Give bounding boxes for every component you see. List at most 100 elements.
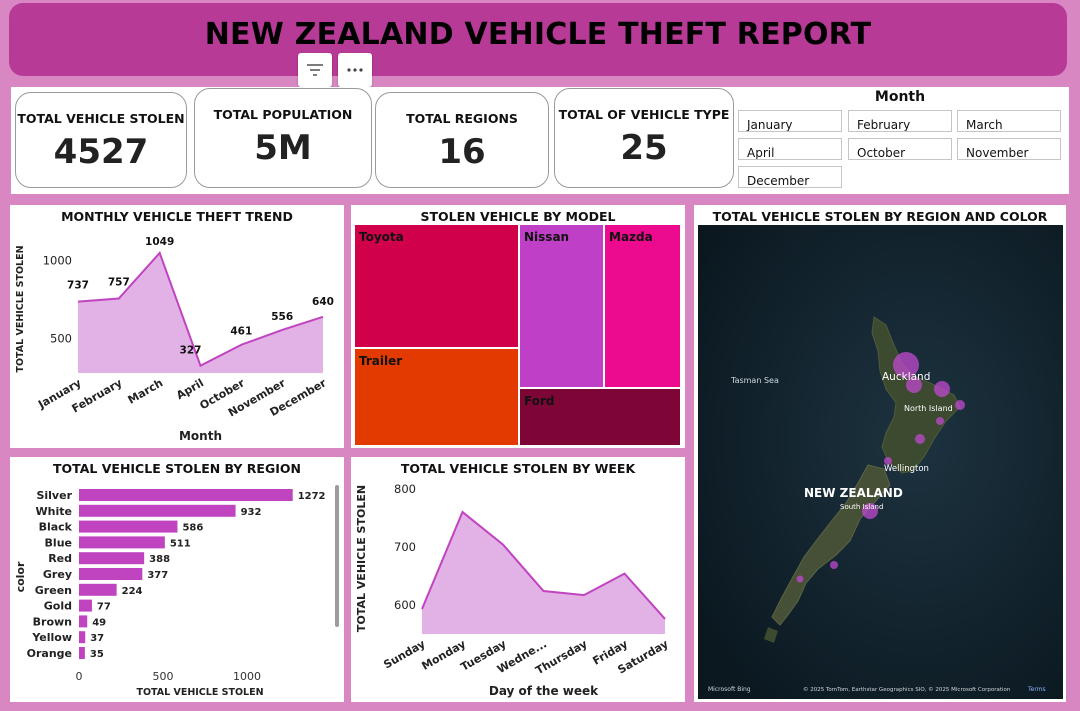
month-option-march[interactable]: March: [957, 110, 1061, 132]
map-terms-link: Terms: [1027, 686, 1046, 693]
kpi-label: TOTAL REGIONS: [406, 111, 518, 126]
bar: [79, 615, 88, 628]
bar: [79, 583, 117, 596]
bar: [79, 536, 165, 549]
bar-category-label: Red: [48, 552, 72, 565]
bar-category-label: Yellow: [31, 631, 72, 644]
region-bar-title: TOTAL VEHICLE STOLEN BY REGION: [53, 461, 301, 476]
bar: [79, 489, 293, 501]
bar-value-label: 49: [92, 617, 106, 628]
x-tick-label: Sunday: [381, 637, 427, 671]
map-bubble: [906, 377, 922, 393]
y-axis-title: TOTAL VEHICLE STOLEN: [15, 245, 26, 372]
treemap-cell-toyota[interactable]: Toyota: [355, 225, 518, 347]
month-slicer-title: Month: [874, 89, 926, 105]
kpi-label: TOTAL VEHICLE STOLEN: [17, 111, 185, 126]
bar: [79, 552, 145, 565]
x-tick-label: 0: [76, 670, 83, 683]
area-fill: [78, 252, 323, 373]
map-bubble: [936, 417, 944, 425]
y-tick-label: 500: [50, 332, 72, 346]
map-bubble: [830, 561, 838, 569]
more-options-icon: [347, 68, 363, 72]
bar: [79, 599, 92, 612]
treemap-cell-trailer[interactable]: Trailer: [355, 349, 518, 445]
bar: [79, 631, 86, 644]
map-bubble: [915, 434, 925, 444]
map-attribution: © 2025 TomTom, Earthstar Geographics SIO…: [803, 686, 1011, 693]
model-treemap-panel: STOLEN VEHICLE BY MODEL Toyota Trailer N…: [351, 205, 685, 448]
bar-category-label: Silver: [36, 489, 72, 502]
bar-category-label: Grey: [43, 568, 72, 581]
bar-value-label: 932: [241, 507, 262, 518]
kpi-label: TOTAL OF VEHICLE TYPE: [558, 107, 730, 122]
x-axis-title: Day of the week: [489, 684, 599, 698]
month-option-december[interactable]: December: [738, 166, 842, 188]
treemap-cell-nissan[interactable]: Nissan: [520, 225, 603, 387]
kpi-value: 16: [438, 132, 486, 172]
data-label: 1049: [145, 236, 174, 248]
kpi-value: 25: [620, 128, 668, 168]
map-bubble: [955, 400, 965, 410]
bar-value-label: 35: [90, 649, 104, 660]
bar-category-label: Gold: [44, 600, 72, 613]
data-label: 640: [312, 296, 334, 308]
bar-category-label: Orange: [27, 647, 72, 660]
data-label: 737: [67, 280, 89, 292]
month-option-april[interactable]: April: [738, 138, 842, 160]
kpi-card-total-population: TOTAL POPULATION 5M: [194, 88, 372, 188]
x-tick-label: 1000: [233, 670, 261, 683]
sea-background: [698, 225, 1063, 699]
kpi-value: 5M: [254, 128, 312, 168]
kpi-card-total-vehicle-stolen: TOTAL VEHICLE STOLEN 4527: [15, 92, 187, 188]
bar-category-label: Black: [39, 521, 73, 534]
map-label-wellington: Wellington: [884, 464, 929, 474]
map-label-north-island: North Island: [904, 404, 953, 413]
y-tick-label: 1000: [43, 254, 72, 268]
bar-value-label: 37: [90, 633, 104, 644]
bar-category-label: White: [36, 505, 72, 518]
month-option-february[interactable]: February: [848, 110, 952, 132]
y-tick-label: 800: [394, 482, 416, 496]
more-options-button[interactable]: [338, 53, 372, 87]
bar: [79, 568, 143, 580]
bar-value-label: 77: [97, 602, 111, 613]
data-label: 327: [180, 345, 202, 357]
bar-category-label: Brown: [33, 615, 72, 628]
map-label-tasman-sea: Tasman Sea: [730, 376, 779, 385]
map-label-south-island: South Island: [840, 503, 883, 511]
bar: [79, 520, 178, 533]
map-bubble: [796, 575, 804, 583]
series-line: [77, 251, 324, 368]
treemap-cell-ford[interactable]: Ford: [520, 389, 680, 445]
stewart-island-shape: [764, 627, 778, 643]
bar: [79, 647, 85, 659]
week-area-chart: 600700800SundayMondayTuesdayWedne...Thur…: [355, 482, 671, 698]
map-bubble: [934, 381, 950, 397]
kpi-value: 4527: [53, 132, 149, 172]
treemap-cell-mazda[interactable]: Mazda: [605, 225, 680, 387]
monthly-trend-panel: MONTHLY VEHICLE THEFT TREND 500 1000 Janua…: [10, 205, 344, 448]
y-tick-label: 600: [394, 598, 416, 612]
region-bar-panel: TOTAL VEHICLE STOLEN BY REGION Silver 127…: [10, 457, 344, 702]
bar-value-label: 388: [149, 554, 170, 565]
month-option-november[interactable]: November: [957, 138, 1061, 160]
bar-value-label: 224: [122, 586, 143, 597]
bar-value-label: 377: [147, 570, 168, 581]
kpi-card-total-regions: TOTAL REGIONS 16: [375, 92, 549, 188]
map-bubble: [862, 503, 878, 519]
map-title: TOTAL VEHICLE STOLEN BY REGION AND COLOR: [712, 209, 1048, 224]
report-header: NEW ZEALAND VEHICLE THEFT REPORT: [9, 3, 1067, 76]
y-axis-title: TOTAL VEHICLE STOLEN: [355, 485, 368, 632]
month-option-october[interactable]: October: [848, 138, 952, 160]
y-tick-label: 700: [394, 540, 416, 554]
x-axis-title: Month: [179, 429, 222, 443]
data-label: 757: [108, 277, 130, 289]
bar-category-label: Green: [35, 584, 72, 597]
month-option-january[interactable]: January: [738, 110, 842, 132]
filter-button[interactable]: [298, 53, 332, 87]
report-title: NEW ZEALAND VEHICLE THEFT REPORT: [204, 17, 872, 52]
region-map[interactable]: Tasman Sea Auckland North Island Welling…: [698, 225, 1063, 699]
map-bubble: [884, 457, 892, 465]
